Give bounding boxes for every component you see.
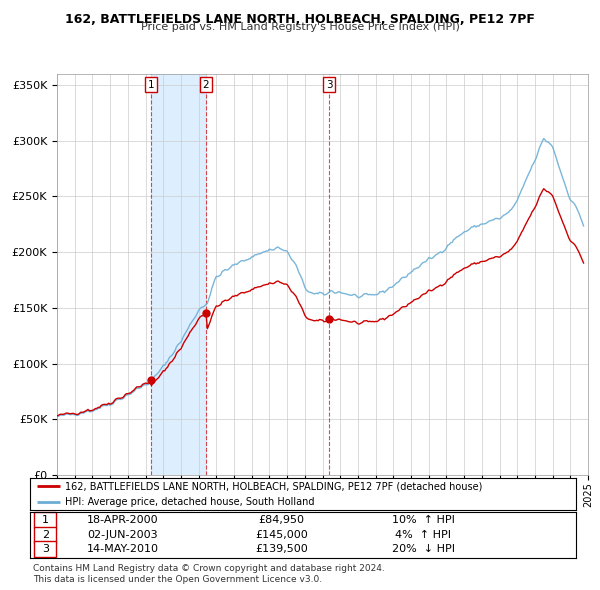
Bar (34, 542, 56, 558)
Text: 162, BATTLEFIELDS LANE NORTH, HOLBEACH, SPALDING, PE12 7PF (detached house): 162, BATTLEFIELDS LANE NORTH, HOLBEACH, … (65, 481, 483, 491)
Text: 3: 3 (326, 80, 332, 90)
Text: 10%  ↑ HPI: 10% ↑ HPI (392, 515, 455, 525)
Text: 20%  ↓ HPI: 20% ↓ HPI (392, 545, 455, 555)
Bar (34, 512, 56, 528)
Text: 14-MAY-2010: 14-MAY-2010 (87, 545, 159, 555)
Text: 02-JUN-2003: 02-JUN-2003 (88, 530, 158, 540)
Bar (151, 74, 206, 475)
Text: 162, BATTLEFIELDS LANE NORTH, HOLBEACH, SPALDING, PE12 7PF: 162, BATTLEFIELDS LANE NORTH, HOLBEACH, … (65, 13, 535, 26)
Text: HPI: Average price, detached house, South Holland: HPI: Average price, detached house, Sout… (65, 497, 315, 507)
Text: £84,950: £84,950 (258, 515, 304, 525)
Text: 1: 1 (42, 515, 49, 525)
Text: This data is licensed under the Open Government Licence v3.0.: This data is licensed under the Open Gov… (33, 575, 322, 584)
Text: 3: 3 (42, 545, 49, 555)
Text: 1: 1 (148, 80, 154, 90)
Text: Price paid vs. HM Land Registry's House Price Index (HPI): Price paid vs. HM Land Registry's House … (140, 22, 460, 32)
Text: £139,500: £139,500 (255, 545, 308, 555)
Text: 2: 2 (42, 530, 49, 540)
Text: 4%  ↑ HPI: 4% ↑ HPI (395, 530, 451, 540)
Text: Contains HM Land Registry data © Crown copyright and database right 2024.: Contains HM Land Registry data © Crown c… (33, 564, 385, 573)
Text: £145,000: £145,000 (255, 530, 308, 540)
Text: 2: 2 (203, 80, 209, 90)
Text: 18-APR-2000: 18-APR-2000 (87, 515, 158, 525)
Bar (34, 527, 56, 543)
